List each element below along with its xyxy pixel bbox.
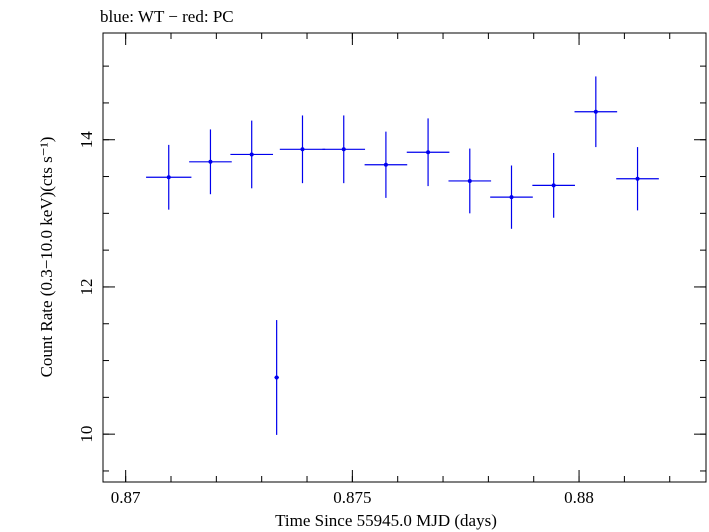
point-marker xyxy=(593,109,598,114)
point-marker xyxy=(426,150,431,155)
data-point xyxy=(406,118,450,187)
x-tick-label: 0.875 xyxy=(333,488,371,507)
point-marker xyxy=(341,147,346,152)
data-point xyxy=(322,115,366,184)
x-tick-label: 0.87 xyxy=(111,488,141,507)
point-marker xyxy=(249,152,254,157)
chart-title: blue: WT − red: PC xyxy=(100,7,234,26)
point-marker xyxy=(467,178,472,183)
data-point xyxy=(274,320,279,435)
point-marker xyxy=(383,162,388,167)
x-axis: 0.87 0.875 0.88 xyxy=(111,33,671,507)
data-point xyxy=(532,152,575,218)
data-point xyxy=(189,129,232,195)
y-axis: 10 12 14 xyxy=(77,65,706,472)
point-marker xyxy=(208,159,213,164)
data-point xyxy=(364,131,408,198)
data-point xyxy=(279,115,326,184)
x-axis-label: Time Since 55945.0 MJD (days) xyxy=(275,511,497,530)
y-tick-label: 10 xyxy=(77,426,96,443)
y-axis-label: Count Rate (0.3−10.0 keV)(cts s⁻¹) xyxy=(37,137,56,378)
point-marker xyxy=(635,176,640,181)
point-marker xyxy=(551,183,556,188)
point-marker xyxy=(166,175,171,180)
data-point xyxy=(448,148,492,214)
y-tick-label: 14 xyxy=(77,131,96,149)
data-series xyxy=(146,76,659,435)
data-point xyxy=(616,147,659,211)
plot-frame xyxy=(102,32,707,483)
point-marker xyxy=(509,195,514,200)
point-marker xyxy=(274,375,279,380)
x-tick-label: 0.88 xyxy=(564,488,594,507)
data-point xyxy=(146,144,192,210)
point-marker xyxy=(300,147,305,152)
data-point xyxy=(490,165,533,229)
y-tick-label: 12 xyxy=(77,278,96,295)
data-point xyxy=(230,120,274,189)
data-point xyxy=(574,76,618,148)
